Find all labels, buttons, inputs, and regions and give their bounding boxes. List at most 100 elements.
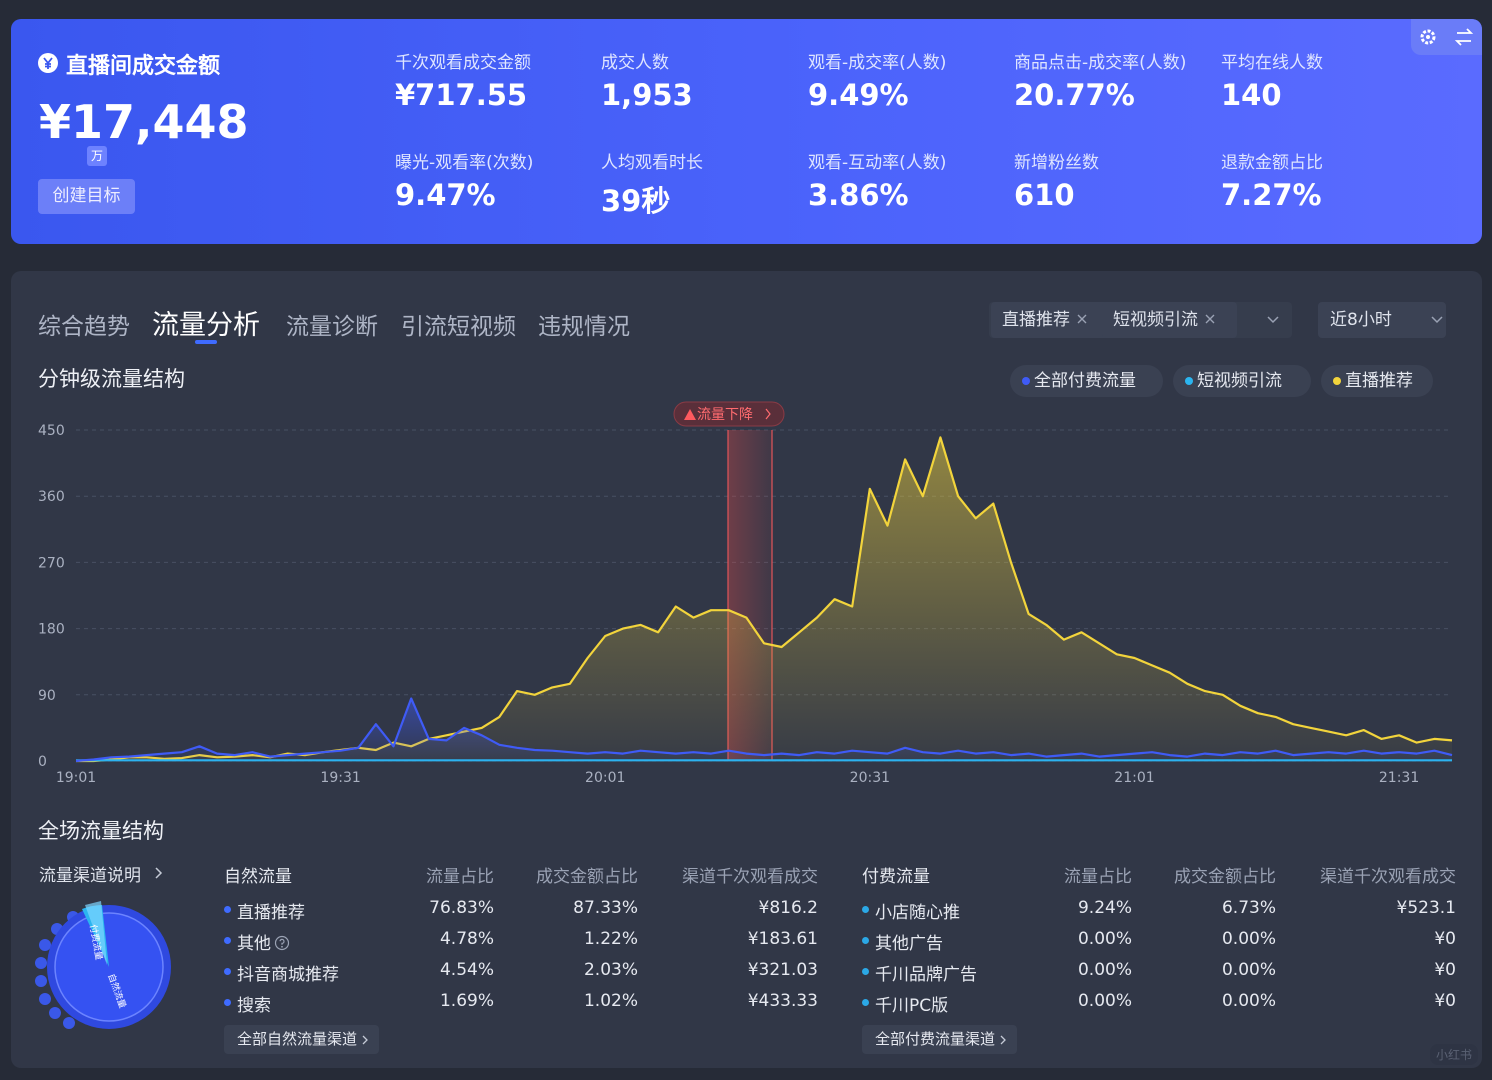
metric-label: 曝光-观看率(次数) xyxy=(395,153,534,173)
metric-value: ¥717.55 xyxy=(395,78,528,112)
chart: 0 90 180 270 360 450 19:01 19:31 20:01 20:31 21:01… xyxy=(38,401,1453,786)
watermark: 小红书 xyxy=(1430,1044,1479,1065)
row-bullet xyxy=(224,968,231,975)
create-target-button[interactable]: 创建目标 xyxy=(38,179,135,214)
column-header: 成交金额占比 xyxy=(1174,867,1276,887)
channel-value: 0.00% xyxy=(1077,991,1132,1011)
donut: 付费流量 自然流量 xyxy=(35,901,171,1029)
legend-dot xyxy=(1185,377,1193,385)
legend-item: 直播推荐 xyxy=(1321,365,1433,397)
row-bullet xyxy=(224,999,231,1006)
time-range-select[interactable]: 近8小时 xyxy=(1318,302,1446,338)
filter-tag[interactable]: 短视频引流 xyxy=(1102,302,1237,338)
channel-value: ¥0 xyxy=(1434,929,1456,949)
channel-name: 其他广告 xyxy=(875,934,943,954)
channel-name: 搜索 xyxy=(237,996,271,1016)
chart-title: 分钟级流量结构 xyxy=(38,367,185,391)
total-amount: ¥17,448 xyxy=(39,95,249,149)
channel-name: 直播推荐 xyxy=(237,903,305,923)
column-header: 成交金额占比 xyxy=(536,867,638,887)
metric-label: 商品点击-成交率(人数) xyxy=(1014,53,1187,73)
row-bullet xyxy=(862,968,869,975)
channel-name: 抖音商城推荐 xyxy=(237,965,339,985)
yen-icon xyxy=(38,53,58,73)
x-tick-label: 20:01 xyxy=(585,770,625,786)
y-tick-label: 450 xyxy=(38,423,65,439)
metric-value: 610 xyxy=(1014,178,1075,212)
legend-dot xyxy=(1333,377,1341,385)
remove-icon[interactable] xyxy=(1076,313,1088,325)
remove-icon[interactable] xyxy=(1204,313,1216,325)
channel-note-link[interactable]: 流量渠道说明 xyxy=(39,866,141,886)
y-tick-label: 180 xyxy=(38,622,65,638)
channel-value: 1.02% xyxy=(583,991,638,1011)
summary-card: 直播间成交金额 ¥17,448 万 创建目标 千次观看成交金额 ¥717.55 成交… xyxy=(11,19,1482,244)
filter-tag-label: 直播推荐 xyxy=(1002,310,1070,330)
metric-value: 20.77% xyxy=(1014,78,1135,112)
series-line xyxy=(75,697,1453,763)
metric-label: 观看-成交率(人数) xyxy=(808,53,947,73)
channel-value: ¥816.2 xyxy=(758,898,818,918)
channel-name: 其他 xyxy=(237,929,290,954)
tab-indicator xyxy=(195,340,217,344)
x-tick-label: 19:01 xyxy=(56,770,96,786)
channel-value: 4.78% xyxy=(439,929,494,949)
tab[interactable]: 违规情况 xyxy=(538,314,630,340)
unit-badge: 万 xyxy=(87,146,107,166)
metric-label: 观看-互动率(人数) xyxy=(808,153,947,173)
legend-label: 短视频引流 xyxy=(1197,371,1282,391)
channel-value: 6.73% xyxy=(1221,898,1276,918)
legend-label: 直播推荐 xyxy=(1345,371,1413,391)
channel-name: 千川品牌广告 xyxy=(875,965,977,985)
chevron xyxy=(155,867,163,879)
channel-value: ¥321.03 xyxy=(747,960,818,980)
column-header: 渠道千次观看成交 xyxy=(682,867,818,887)
channel-value: ¥523.1 xyxy=(1396,898,1456,918)
chevron xyxy=(1000,1035,1006,1045)
tab[interactable]: 流量分析 xyxy=(152,310,260,341)
x-tick-label: 21:31 xyxy=(1379,770,1419,786)
row-bullet xyxy=(224,937,231,944)
series-area xyxy=(76,437,1452,761)
channel-value: 9.24% xyxy=(1077,898,1132,918)
channel-value: 2.03% xyxy=(583,960,638,980)
channel-value: 87.33% xyxy=(573,898,638,918)
channel-value: 4.54% xyxy=(439,960,494,980)
channel-value: 0.00% xyxy=(1221,991,1276,1011)
channel-name: 小店随心推 xyxy=(875,903,960,923)
metric-label: 平均在线人数 xyxy=(1221,53,1323,73)
channel-value: 0.00% xyxy=(1077,929,1132,949)
tab[interactable]: 流量诊断 xyxy=(286,314,378,340)
legend-dot xyxy=(1022,377,1030,385)
filter-tag[interactable]: 直播推荐 xyxy=(991,302,1110,338)
warning-icon xyxy=(684,409,696,420)
channel-link[interactable]: 全部付费流量渠道 xyxy=(862,1025,1018,1054)
legend-item: 全部付费流量 xyxy=(1010,365,1163,397)
x-tick-label: 19:31 xyxy=(320,770,360,786)
channel-value: 0.00% xyxy=(1077,960,1132,980)
card-title: 直播间成交金额 xyxy=(66,54,221,79)
tab[interactable]: 引流短视频 xyxy=(401,314,516,340)
channel-link[interactable]: 全部自然流量渠道 xyxy=(224,1025,380,1054)
channel-value: 0.00% xyxy=(1221,960,1276,980)
metric-label: 成交人数 xyxy=(601,53,669,73)
metric-value: 39秒 xyxy=(601,184,671,218)
dropdown-arrow xyxy=(1431,316,1443,324)
x-tick-label: 20:31 xyxy=(850,770,890,786)
column-header: 自然流量 xyxy=(224,867,292,887)
row-bullet xyxy=(224,906,231,913)
metric-value: 140 xyxy=(1221,78,1282,112)
y-tick-label: 270 xyxy=(38,555,65,571)
annotation-pill xyxy=(673,401,785,427)
tab[interactable]: 综合趋势 xyxy=(38,314,130,340)
y-tick-label: 90 xyxy=(38,688,56,704)
row-bullet xyxy=(862,906,869,913)
annotation-chevron xyxy=(765,408,771,420)
metric-value: 9.47% xyxy=(395,178,496,212)
legend-label: 全部付费流量 xyxy=(1034,371,1136,391)
metric-value: 7.27% xyxy=(1221,178,1322,212)
column-header: 流量占比 xyxy=(1064,867,1132,887)
help-icon[interactable] xyxy=(274,935,290,951)
metric-label: 退款金额占比 xyxy=(1221,153,1323,173)
